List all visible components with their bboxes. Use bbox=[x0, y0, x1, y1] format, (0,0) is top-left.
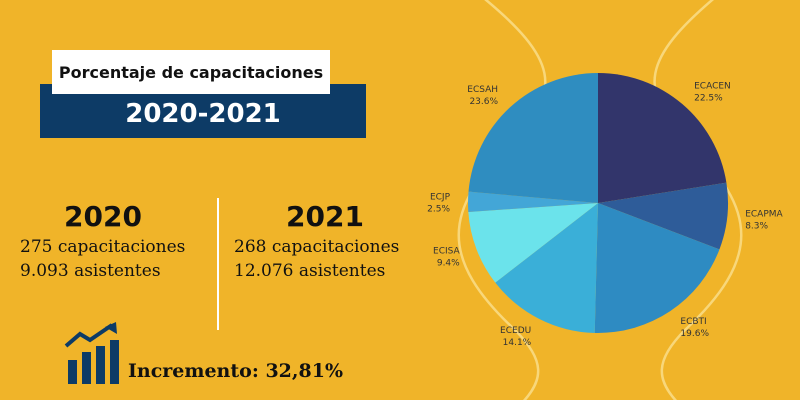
trainings-2021: 268 capacitaciones bbox=[234, 237, 400, 257]
pie-label-ecsah: ECSAH bbox=[467, 85, 498, 95]
pie-slice-ecedu bbox=[495, 203, 598, 333]
pie-slice-ecsah bbox=[468, 73, 598, 203]
stats-2020: 2020 275 capacitaciones 9.093 asistentes bbox=[20, 200, 185, 281]
pie-slices bbox=[468, 73, 728, 334]
year-2020-label: 2020 bbox=[64, 200, 142, 233]
pie-value-ecisa: 9.4% bbox=[437, 259, 460, 269]
years-label: 2020-2021 bbox=[125, 99, 281, 129]
pie-slice-ecacen bbox=[598, 73, 727, 203]
decorative-curve-right bbox=[653, 0, 743, 400]
bar-chart-growth-icon bbox=[64, 322, 119, 384]
stats-2021: 2021 268 capacitaciones 12.076 asistente… bbox=[234, 200, 399, 281]
attendees-2020: 9.093 asistentes bbox=[20, 261, 161, 281]
pie-label-ecisa: ECISA bbox=[433, 247, 461, 257]
year-2021-label: 2021 bbox=[286, 200, 364, 233]
pie-value-ecjp: 2.5% bbox=[427, 205, 450, 215]
increase-label: Incremento: 32,81% bbox=[128, 360, 344, 382]
trainings-2020: 275 capacitaciones bbox=[20, 237, 186, 257]
pie-label-ecedu: ECEDU bbox=[500, 326, 531, 336]
pie-value-ecsah: 23.6% bbox=[469, 97, 498, 107]
pie-slice-ecbti bbox=[594, 203, 720, 334]
pie-slice-ecisa bbox=[468, 203, 598, 283]
pie-label-ecjp: ECJP bbox=[430, 193, 451, 203]
pie-value-ecbti: 19.6% bbox=[680, 329, 709, 339]
page-title: Porcentaje de capacitaciones bbox=[58, 62, 324, 82]
pie-label-ecapma: ECAPMA bbox=[745, 209, 783, 219]
decorative-curve-left bbox=[457, 0, 547, 400]
pie-value-ecedu: 14.1% bbox=[503, 338, 532, 348]
attendees-2021: 12.076 asistentes bbox=[234, 261, 386, 281]
pie-label-ecbti: ECBTI bbox=[680, 317, 706, 327]
pie-slice-ecapma bbox=[598, 182, 728, 250]
column-divider bbox=[217, 198, 219, 330]
pie-label-ecacen: ECACEN bbox=[694, 81, 731, 91]
pie-slice-ecjp bbox=[468, 191, 598, 212]
title-box: Porcentaje de capacitaciones bbox=[52, 50, 330, 94]
pie-value-ecacen: 22.5% bbox=[694, 93, 723, 103]
pie-labels: ECACEN 22.5% ECAPMA 8.3% ECBTI 19.6% ECEDU 14.1… bbox=[427, 81, 783, 348]
pie-value-ecapma: 8.3% bbox=[745, 221, 768, 231]
